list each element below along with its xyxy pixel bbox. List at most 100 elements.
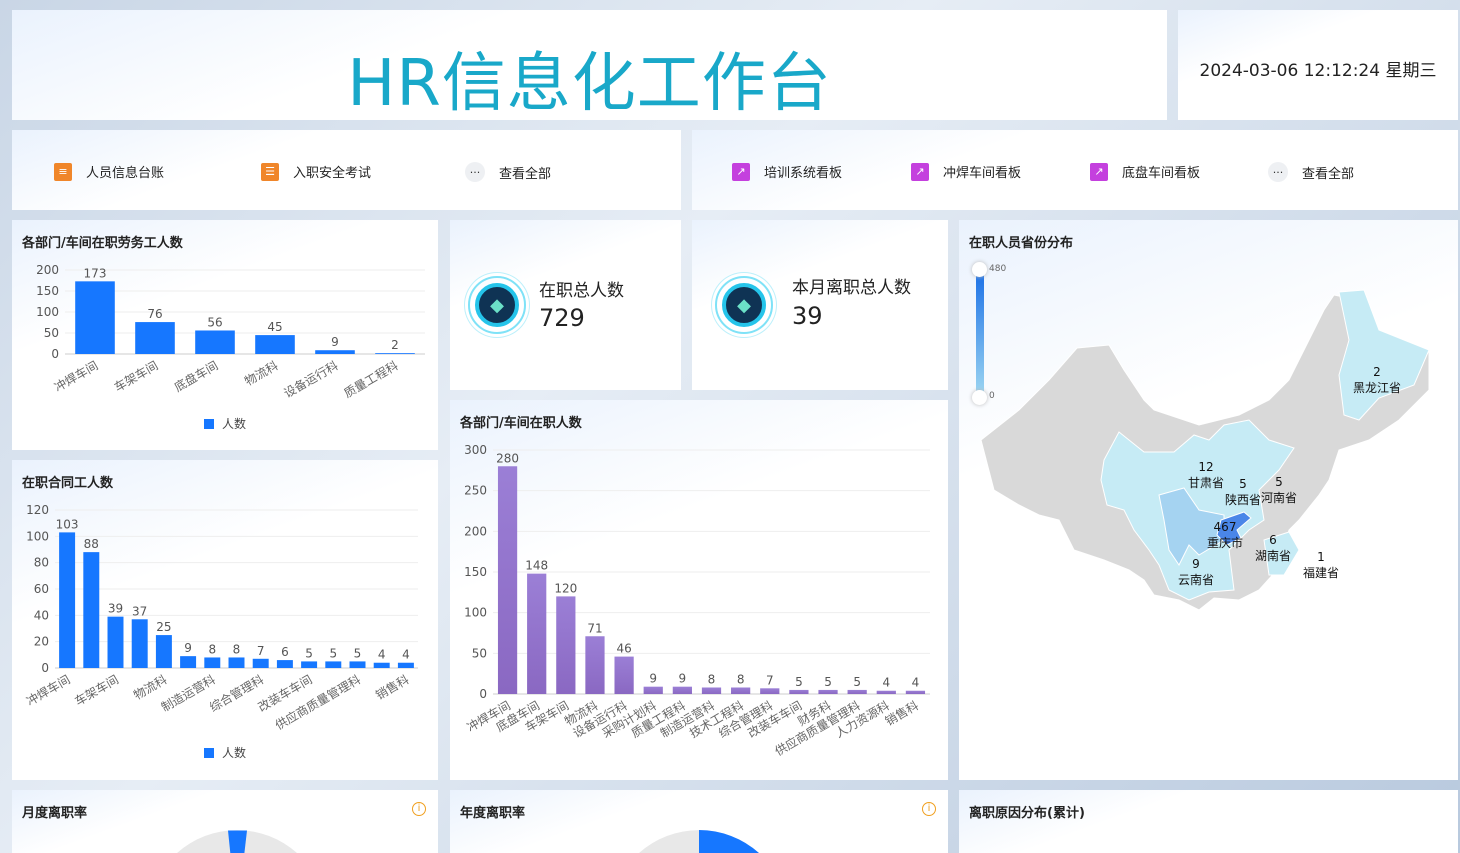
- x-tick-label: 综合管理科: [207, 672, 266, 715]
- bar: [325, 661, 342, 668]
- nav-view-all-left[interactable]: ··· 查看全部: [465, 162, 551, 182]
- data-label: 4: [378, 648, 386, 662]
- bar: [672, 686, 692, 694]
- data-label: 148: [525, 559, 548, 573]
- legend-swatch: [204, 418, 214, 429]
- x-tick-label: 销售科: [373, 672, 412, 703]
- legend-swatch: [204, 747, 214, 758]
- data-label: 9: [331, 335, 339, 349]
- nav-training-board[interactable]: ↗ 培训系统看板: [732, 162, 842, 181]
- province-value: 467: [1213, 520, 1237, 534]
- bar: [135, 322, 175, 354]
- quick-links-left: ≡ 人员信息台账 ☰ 入职安全考试 ··· 查看全部: [12, 130, 681, 210]
- bar: [349, 661, 366, 668]
- bar: [301, 661, 318, 668]
- map-region-heilongjiang[interactable]: [1338, 289, 1430, 421]
- bar: [255, 335, 295, 354]
- bar: [204, 657, 221, 668]
- stat-monthly-leavers: ◆ 本月离职总人数 39: [692, 220, 948, 390]
- monthly-turnover-gauge: [177, 830, 297, 853]
- province-name: 云南省: [1177, 573, 1214, 587]
- panel-title: 离职原因分布(累计): [969, 806, 1085, 821]
- data-label: 25: [156, 620, 171, 634]
- visual-map-handle-max[interactable]: [972, 262, 987, 277]
- map-region-sichuan[interactable]: [1158, 487, 1225, 566]
- stat-value: 729: [539, 304, 585, 332]
- data-label: 2: [391, 338, 399, 352]
- province-name: 福建省: [1302, 566, 1339, 580]
- bar: [228, 657, 245, 668]
- labor-bar-chart: 0 50 100 150 200 173 冲焊车间 76 车架车间 56 底盘车间 45 物流科 9 设备运…: [36, 263, 425, 401]
- legend[interactable]: 人数: [204, 744, 246, 761]
- info-icon[interactable]: i: [922, 802, 936, 816]
- data-label: 9: [184, 641, 192, 655]
- dashboard-icon: ↗: [911, 162, 929, 181]
- province-value: 1: [1317, 550, 1325, 564]
- bar: [760, 688, 780, 694]
- province-name: 甘肃省: [1187, 476, 1224, 490]
- labor-chart-panel: 各部门/车间在职劳务工人数 0 50 100 150 200 173 冲焊车间 76 车架车间 5…: [12, 220, 438, 450]
- nav-welding-board[interactable]: ↗ 冲焊车间看板: [911, 162, 1021, 181]
- map-region-chongqing[interactable]: [1216, 511, 1252, 546]
- y-tick-label: 100: [36, 305, 59, 319]
- data-label: 9: [649, 672, 657, 686]
- bar: [375, 353, 415, 354]
- y-tick-label: 50: [472, 646, 487, 660]
- data-label: 37: [132, 604, 147, 618]
- staff-chart-panel: 各部门/车间在职人数 0 50 100 150 200 250 300 280 冲焊车间 148 底…: [450, 400, 948, 780]
- bar: [731, 687, 751, 694]
- info-icon[interactable]: i: [412, 802, 426, 816]
- y-tick-label: 0: [51, 347, 59, 361]
- nav-label: 查看全部: [1302, 166, 1355, 182]
- legend-label: 人数: [222, 746, 247, 760]
- clipboard-icon: ≡: [54, 162, 72, 181]
- bar: [847, 689, 867, 694]
- bar: [701, 687, 722, 694]
- legend[interactable]: 人数: [204, 415, 246, 432]
- bar: [75, 281, 115, 354]
- map-label: 6 湖南省: [1243, 532, 1303, 564]
- chart-title: 各部门/车间在职劳务工人数: [22, 236, 183, 251]
- data-label: 5: [329, 646, 337, 660]
- nav-view-all-right[interactable]: ··· 查看全部: [1268, 162, 1354, 182]
- data-label: 7: [257, 644, 265, 658]
- bar: [315, 350, 355, 354]
- data-label: 8: [233, 642, 241, 656]
- y-tick-label: 20: [34, 635, 49, 649]
- page-title: HR信息化工作台: [347, 47, 832, 120]
- bar: [155, 635, 172, 668]
- nav-chassis-board[interactable]: ↗ 底盘车间看板: [1090, 162, 1200, 181]
- data-label: 88: [84, 537, 99, 551]
- bar: [252, 658, 269, 668]
- data-label: 9: [679, 672, 687, 686]
- province-value: 5: [1239, 477, 1247, 491]
- bar: [131, 619, 148, 668]
- monthly-turnover-panel: 月度离职率 i: [12, 790, 438, 853]
- legend-label: 人数: [222, 417, 247, 431]
- stat-ring: ◆: [468, 276, 526, 334]
- stat-value: 39: [792, 302, 823, 330]
- data-label: 4: [882, 676, 890, 690]
- nav-personnel-ledger[interactable]: ≡ 人员信息台账: [54, 162, 164, 181]
- y-tick-label: 50: [44, 326, 59, 340]
- visual-map-slider[interactable]: [976, 270, 984, 398]
- nav-label: 人员信息台账: [86, 166, 165, 181]
- map-region-fujian[interactable]: [1263, 531, 1300, 576]
- nav-label: 查看全部: [499, 166, 552, 182]
- nav-label: 底盘车间看板: [1122, 166, 1201, 181]
- nav-safety-exam[interactable]: ☰ 入职安全考试: [261, 162, 371, 181]
- visual-map-handle-min[interactable]: [972, 390, 987, 405]
- x-tick-label: 设备运行科: [282, 358, 341, 400]
- data-label: 39: [108, 602, 123, 616]
- bar: [107, 616, 124, 668]
- data-label: 45: [267, 320, 282, 334]
- quick-links-right: ↗ 培训系统看板 ↗ 冲焊车间看板 ↗ 底盘车间看板 ··· 查看全部: [692, 130, 1458, 210]
- province-name: 河南省: [1260, 491, 1297, 505]
- chart-title: 在职合同工人数: [22, 476, 114, 491]
- map-panel: 在职人员省份分布 480 0 2 黑龙江省 12 甘肃省 5 陕西省 5 河南省 467 重庆市 6…: [959, 220, 1458, 780]
- data-label: 8: [208, 642, 216, 656]
- turnover-reasons-panel: 离职原因分布(累计): [959, 790, 1458, 853]
- data-label: 8: [708, 672, 716, 686]
- bar: [614, 656, 634, 694]
- map-title: 在职人员省份分布: [969, 236, 1074, 251]
